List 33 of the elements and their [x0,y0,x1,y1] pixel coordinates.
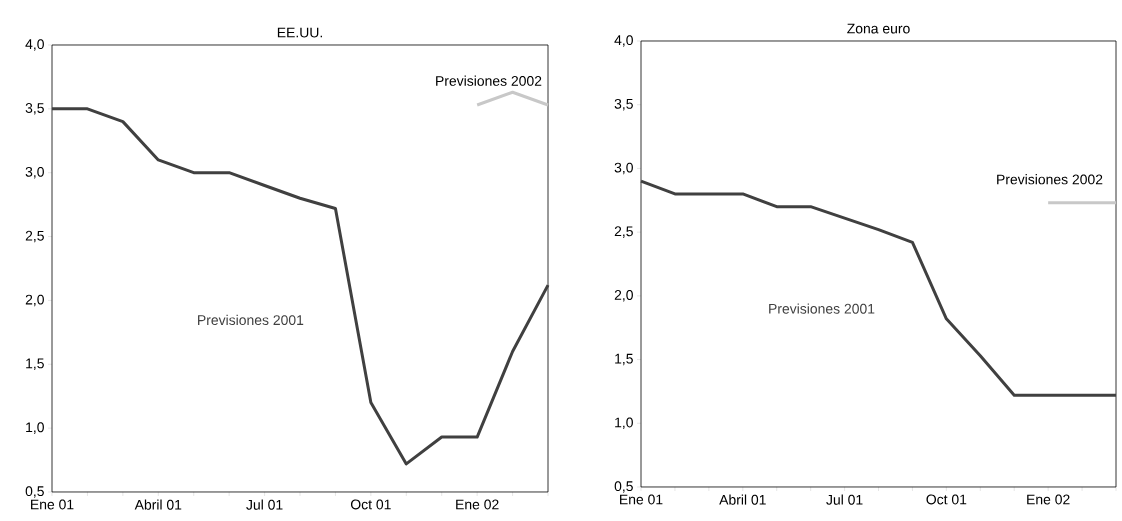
y-tick-label: 2,0 [614,290,633,302]
y-tick-label: 2,0 [25,294,44,307]
y-tick-label: 0,5 [614,481,633,493]
x-tick-label: Ene 01 [31,499,74,510]
chart-title: Zona euro [847,23,910,34]
x-tick-label: Jul 01 [246,499,283,510]
y-tick-label: 1,5 [615,353,633,366]
y-tick-label: 2,5 [614,226,633,238]
series-label: Previsiones 2002 [436,75,542,86]
x-tick-label: Ene 02 [1027,494,1070,505]
text: Previsiones 2001 [769,303,875,314]
y-tick-label: 2,5 [25,230,44,243]
x-tick-label: Ene 01 [620,494,663,505]
y-tick-label: 3,5 [25,103,44,115]
y-tick-label: 3,5 [614,98,633,111]
chart-title: EE.UU. [277,27,322,38]
x-tick-label: Abril 01 [719,494,766,505]
line-series [50,107,550,466]
x-tick-label: Jul 01 [826,494,863,505]
y-tick-label: 1,0 [615,417,633,430]
y-tick-label: 4,0 [614,35,633,47]
x-tick-label: Ene 02 [456,499,499,510]
series-label: Previsiones 2002 [997,174,1103,185]
x-tick-label: Oct 01 [926,494,967,505]
x-tick-label: Abril 01 [134,499,182,510]
y-tick-label: 3,0 [25,166,44,179]
y-tick-label: 3,0 [614,162,633,175]
y-tick-label: 4,0 [25,39,44,51]
x-tick-label: Oct 01 [350,499,391,510]
y-tick-label: 1,5 [26,358,44,370]
y-tick-label: 0,5 [25,486,44,498]
text: Previsiones 2001 [198,314,304,326]
y-tick-label: 1,0 [26,422,44,434]
